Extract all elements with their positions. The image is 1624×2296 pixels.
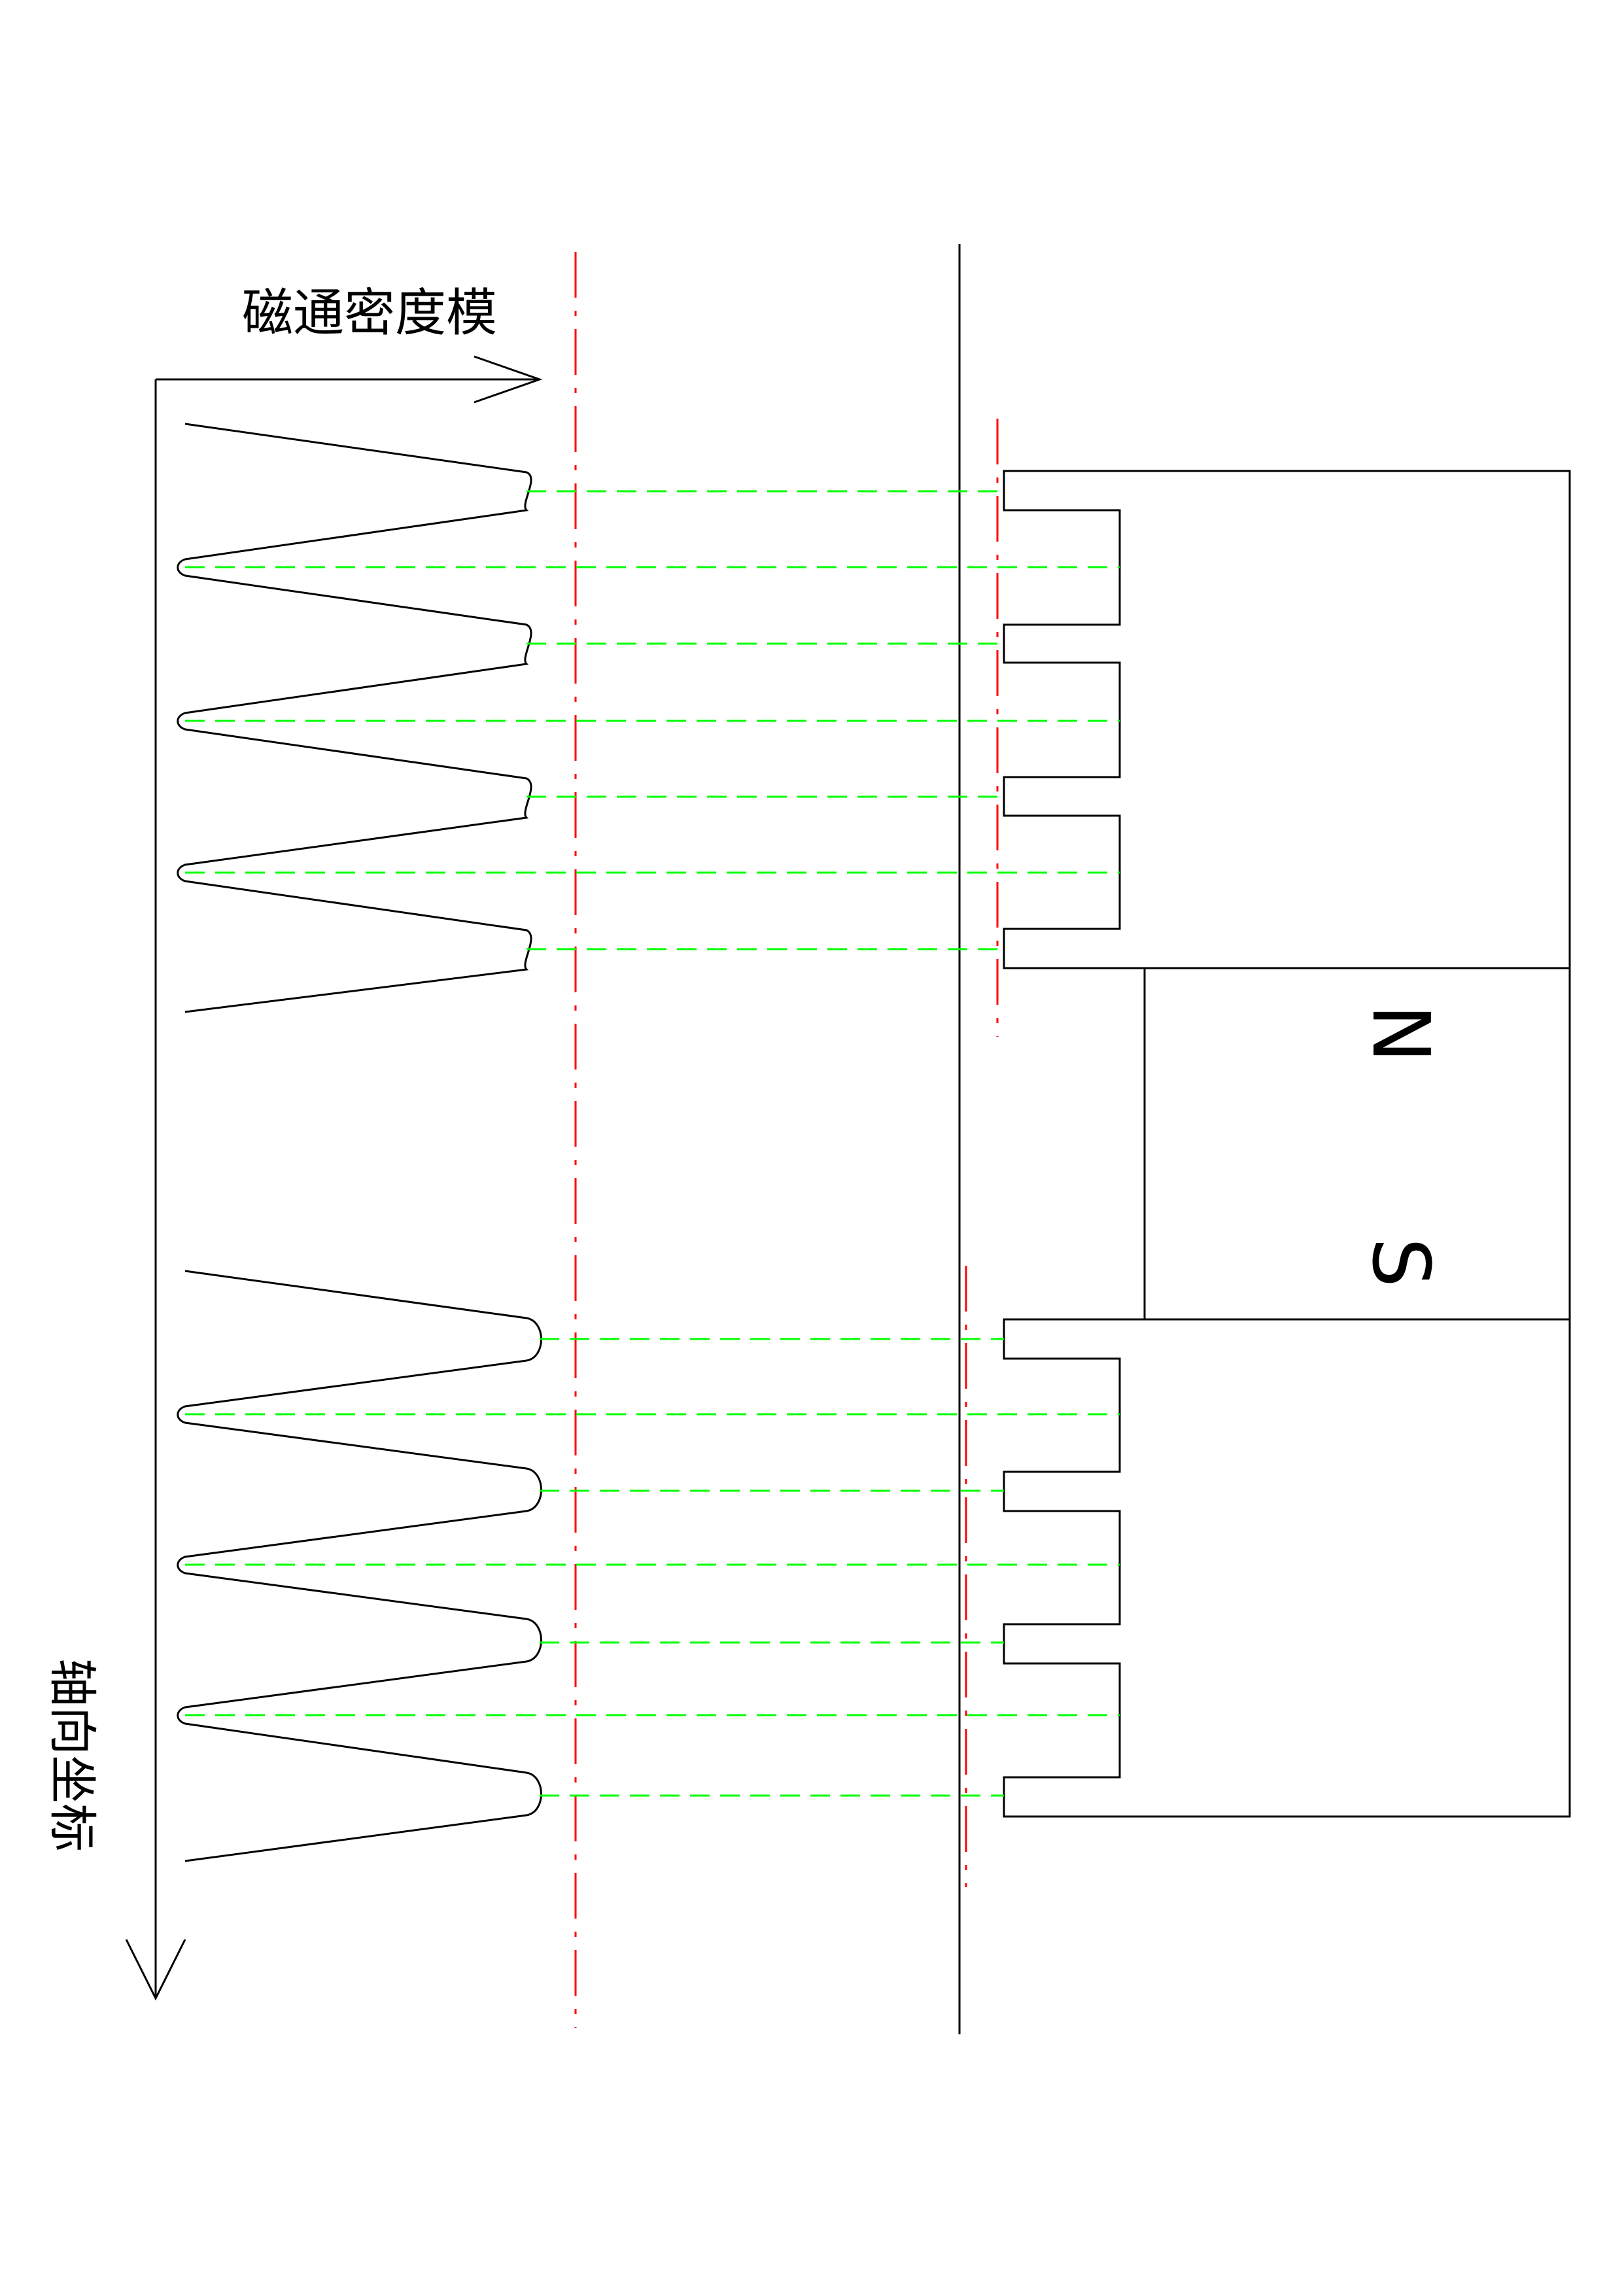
flux-curve-upper [177, 423, 532, 1013]
flux-curve-lower [177, 1270, 542, 1862]
flux-axis-label: 磁通密度模 [242, 284, 497, 343]
axial-axis [125, 379, 186, 2001]
magnet-pole-s: S [1355, 1238, 1445, 1287]
axial-axis-label: 轴向坐标 [44, 1658, 100, 1852]
center-lines [574, 252, 999, 2028]
magnet-pole-n: N [1355, 1004, 1445, 1063]
flux-axis-arrowhead [474, 355, 543, 404]
axial-axis-arrowhead [125, 1939, 186, 2001]
pole-piece-lower [1003, 1318, 1571, 1818]
pole-piece-upper [1003, 470, 1571, 969]
flux-axis [156, 355, 543, 404]
projection-lines [185, 490, 1120, 1797]
